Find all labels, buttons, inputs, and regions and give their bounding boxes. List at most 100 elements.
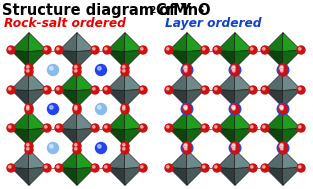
Circle shape — [201, 164, 209, 172]
Circle shape — [214, 125, 217, 128]
Polygon shape — [28, 33, 47, 51]
Circle shape — [91, 46, 99, 54]
Circle shape — [95, 104, 106, 115]
Circle shape — [280, 105, 283, 108]
Circle shape — [280, 70, 283, 72]
Polygon shape — [186, 149, 205, 168]
Polygon shape — [234, 111, 253, 129]
Circle shape — [183, 146, 191, 154]
Polygon shape — [11, 167, 29, 185]
Polygon shape — [76, 129, 95, 146]
Polygon shape — [282, 71, 301, 90]
Polygon shape — [265, 33, 283, 51]
Circle shape — [98, 67, 101, 70]
Circle shape — [233, 70, 235, 72]
Circle shape — [57, 47, 59, 50]
Polygon shape — [28, 149, 47, 168]
Circle shape — [233, 108, 235, 110]
Circle shape — [250, 166, 253, 168]
Circle shape — [213, 86, 221, 94]
Circle shape — [105, 166, 107, 168]
Circle shape — [121, 104, 129, 112]
Circle shape — [7, 164, 15, 172]
Circle shape — [280, 66, 283, 68]
Polygon shape — [11, 111, 29, 129]
Polygon shape — [11, 90, 29, 108]
Polygon shape — [28, 167, 47, 185]
Circle shape — [7, 46, 15, 54]
Circle shape — [74, 105, 77, 108]
Polygon shape — [124, 111, 143, 129]
Polygon shape — [76, 71, 95, 90]
Polygon shape — [234, 33, 253, 51]
Circle shape — [48, 64, 59, 75]
Polygon shape — [59, 50, 77, 68]
Circle shape — [93, 88, 95, 90]
Circle shape — [203, 125, 205, 128]
Circle shape — [250, 47, 253, 50]
Circle shape — [27, 143, 29, 146]
Polygon shape — [217, 90, 235, 108]
Polygon shape — [217, 149, 235, 168]
Circle shape — [57, 166, 59, 168]
Circle shape — [214, 47, 217, 50]
Polygon shape — [234, 50, 253, 68]
Text: CrMnO: CrMnO — [155, 3, 211, 18]
Text: Layer ordered: Layer ordered — [165, 17, 261, 30]
Polygon shape — [186, 111, 205, 129]
Circle shape — [263, 47, 265, 50]
Circle shape — [280, 143, 283, 146]
Polygon shape — [107, 149, 125, 168]
Circle shape — [7, 86, 15, 94]
Circle shape — [74, 108, 77, 110]
Circle shape — [183, 106, 191, 114]
Circle shape — [91, 124, 99, 132]
Circle shape — [141, 125, 143, 128]
Circle shape — [183, 105, 187, 109]
Circle shape — [73, 146, 81, 154]
Circle shape — [139, 86, 147, 94]
Polygon shape — [265, 149, 283, 168]
Circle shape — [299, 47, 301, 50]
Circle shape — [73, 68, 81, 76]
Circle shape — [229, 64, 241, 76]
Polygon shape — [59, 111, 77, 129]
Polygon shape — [169, 33, 187, 51]
Polygon shape — [76, 167, 95, 185]
Polygon shape — [265, 71, 283, 90]
Circle shape — [299, 166, 301, 168]
Circle shape — [57, 88, 59, 90]
Circle shape — [167, 88, 169, 90]
Circle shape — [49, 145, 53, 148]
Polygon shape — [282, 50, 301, 68]
Circle shape — [165, 86, 173, 94]
Circle shape — [297, 86, 305, 94]
Polygon shape — [59, 129, 77, 146]
Polygon shape — [234, 90, 253, 108]
Circle shape — [105, 88, 107, 90]
Polygon shape — [124, 71, 143, 90]
Circle shape — [93, 125, 95, 128]
Polygon shape — [76, 111, 95, 129]
Circle shape — [280, 144, 283, 148]
Circle shape — [8, 166, 11, 168]
Circle shape — [297, 164, 305, 172]
Circle shape — [233, 148, 235, 150]
Polygon shape — [59, 167, 77, 185]
Circle shape — [279, 142, 287, 150]
Polygon shape — [186, 167, 205, 185]
Circle shape — [201, 86, 209, 94]
Circle shape — [122, 148, 125, 150]
Circle shape — [27, 66, 29, 68]
Polygon shape — [282, 33, 301, 51]
Polygon shape — [217, 167, 235, 185]
Circle shape — [48, 104, 59, 115]
Circle shape — [181, 103, 193, 115]
Polygon shape — [76, 33, 95, 51]
Polygon shape — [76, 50, 95, 68]
Polygon shape — [107, 111, 125, 129]
Polygon shape — [169, 167, 187, 185]
Circle shape — [183, 144, 187, 148]
Circle shape — [121, 146, 129, 154]
Circle shape — [250, 88, 253, 90]
